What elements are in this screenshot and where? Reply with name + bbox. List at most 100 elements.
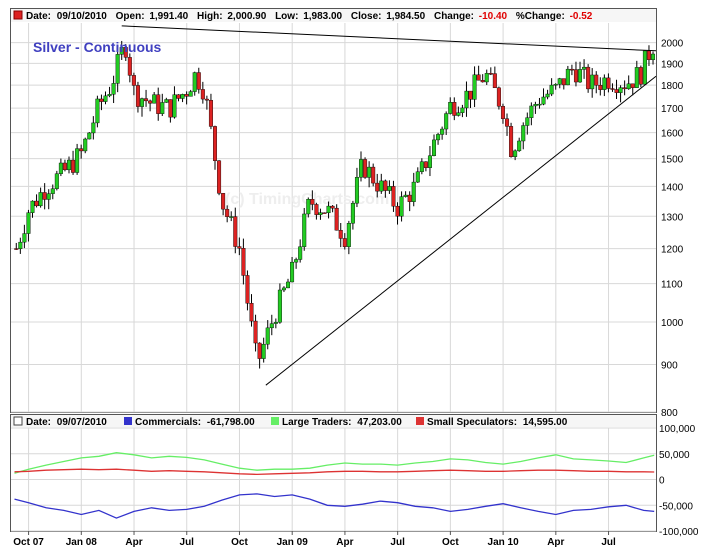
candle-down [34, 200, 39, 207]
candle-down [310, 199, 315, 205]
candle-up [46, 193, 51, 200]
cot-y-tick-label: -100,000 [659, 527, 699, 538]
x-tick-label: Jul [390, 537, 405, 548]
candle-up [269, 323, 274, 329]
candle-up [565, 68, 570, 86]
candle-down [480, 80, 485, 83]
chart-title: Silver - Continuous [33, 39, 162, 55]
commercials-label: Commercials: [135, 417, 201, 428]
candle-down [176, 94, 181, 99]
candle-down [338, 230, 343, 239]
candle-up [440, 128, 445, 135]
candle-up [444, 113, 449, 130]
candle-up [427, 155, 432, 168]
candle-up [140, 98, 145, 107]
candle-down [488, 73, 493, 75]
cot-date-label: Date: [26, 417, 51, 428]
candle-down [249, 303, 254, 322]
candle-down [99, 98, 104, 102]
high-label: High: [197, 11, 223, 22]
candle-down [375, 182, 380, 192]
candle-down [253, 320, 258, 344]
candle-up [634, 67, 639, 88]
candle-down [452, 102, 457, 116]
cot-legend-swatch [13, 416, 23, 426]
candle-up [513, 150, 518, 157]
candle-up [18, 241, 23, 249]
price-y-tick-label: 800 [661, 408, 678, 419]
cot-series-lines [14, 452, 655, 519]
small-speculators-swatch [416, 417, 424, 425]
candle-down [371, 166, 376, 184]
candle-down [71, 159, 76, 173]
candle-up [192, 72, 197, 92]
candle-down [614, 89, 619, 93]
candle-up [557, 78, 562, 85]
x-tick-label: Jul [180, 537, 195, 548]
candle-up [359, 159, 364, 178]
candle-up [91, 122, 96, 134]
price-y-tick-label: 1900 [661, 59, 684, 70]
candle-down [561, 78, 566, 86]
candle-down [14, 248, 19, 250]
candle-up [618, 87, 623, 93]
candle-up [281, 287, 286, 291]
candle-down [257, 342, 262, 359]
candle-down [314, 204, 319, 215]
candle-down [62, 162, 67, 171]
cot-header-bar [11, 415, 656, 427]
x-tick-label: Apr [125, 537, 142, 548]
candle-up [298, 246, 303, 260]
pct-change-label: %Change: [516, 11, 565, 22]
open-value: 1,991.40 [149, 11, 188, 22]
candle-up [399, 196, 404, 217]
candle-up [306, 199, 311, 215]
y-axis-ticks: 800 900 1000 1100 1200 1300 1400 1500 1600 1700 18… [659, 39, 699, 538]
candle-up [651, 53, 656, 60]
candle-down [598, 85, 603, 90]
candle-down [500, 106, 505, 119]
change-value: -10.40 [479, 11, 508, 22]
candle-up [464, 90, 469, 109]
candle-up [379, 180, 384, 192]
candle-down [630, 83, 635, 88]
cot-line-small-speculators [14, 468, 655, 476]
price-header-bar [11, 9, 656, 22]
candle-up [529, 105, 534, 118]
candle-down [407, 194, 412, 202]
candle-down [638, 67, 643, 85]
cot-grid [11, 427, 656, 532]
candle-up [517, 140, 522, 152]
candle-up [277, 289, 282, 323]
large-traders-legend-text: Large Traders: 47,203.00 [282, 417, 402, 428]
price-legend-swatch [13, 10, 23, 20]
candle-up [456, 112, 461, 116]
large-traders-label: Large Traders: [282, 417, 351, 428]
price-y-tick-label: 1200 [661, 245, 684, 256]
candle-up [419, 161, 424, 172]
candle-up [626, 83, 631, 90]
low-label: Low: [275, 11, 298, 22]
candle-down [573, 69, 578, 83]
candle-up [582, 66, 587, 70]
candle-down [196, 72, 201, 90]
cot-y-tick-label: 0 [659, 476, 665, 487]
candle-up [302, 213, 307, 247]
candle-down [127, 57, 132, 76]
commercials-value: -61,798.00 [207, 417, 255, 428]
candle-down [221, 193, 226, 210]
candle-down [569, 68, 574, 71]
candle-up [642, 50, 647, 85]
candle-down [395, 205, 400, 217]
candle-up [54, 173, 59, 189]
candle-up [286, 281, 291, 289]
candle-down [505, 118, 510, 127]
x-tick-label: Jul [601, 537, 616, 548]
cot-line-large-traders [14, 452, 655, 474]
candle-up [229, 216, 234, 218]
candle-down [334, 207, 339, 231]
close-value: 1,984.50 [386, 11, 425, 22]
price-y-tick-label: 1000 [661, 318, 684, 329]
pct-change-value: -0.52 [570, 11, 593, 22]
trendline [265, 75, 657, 386]
